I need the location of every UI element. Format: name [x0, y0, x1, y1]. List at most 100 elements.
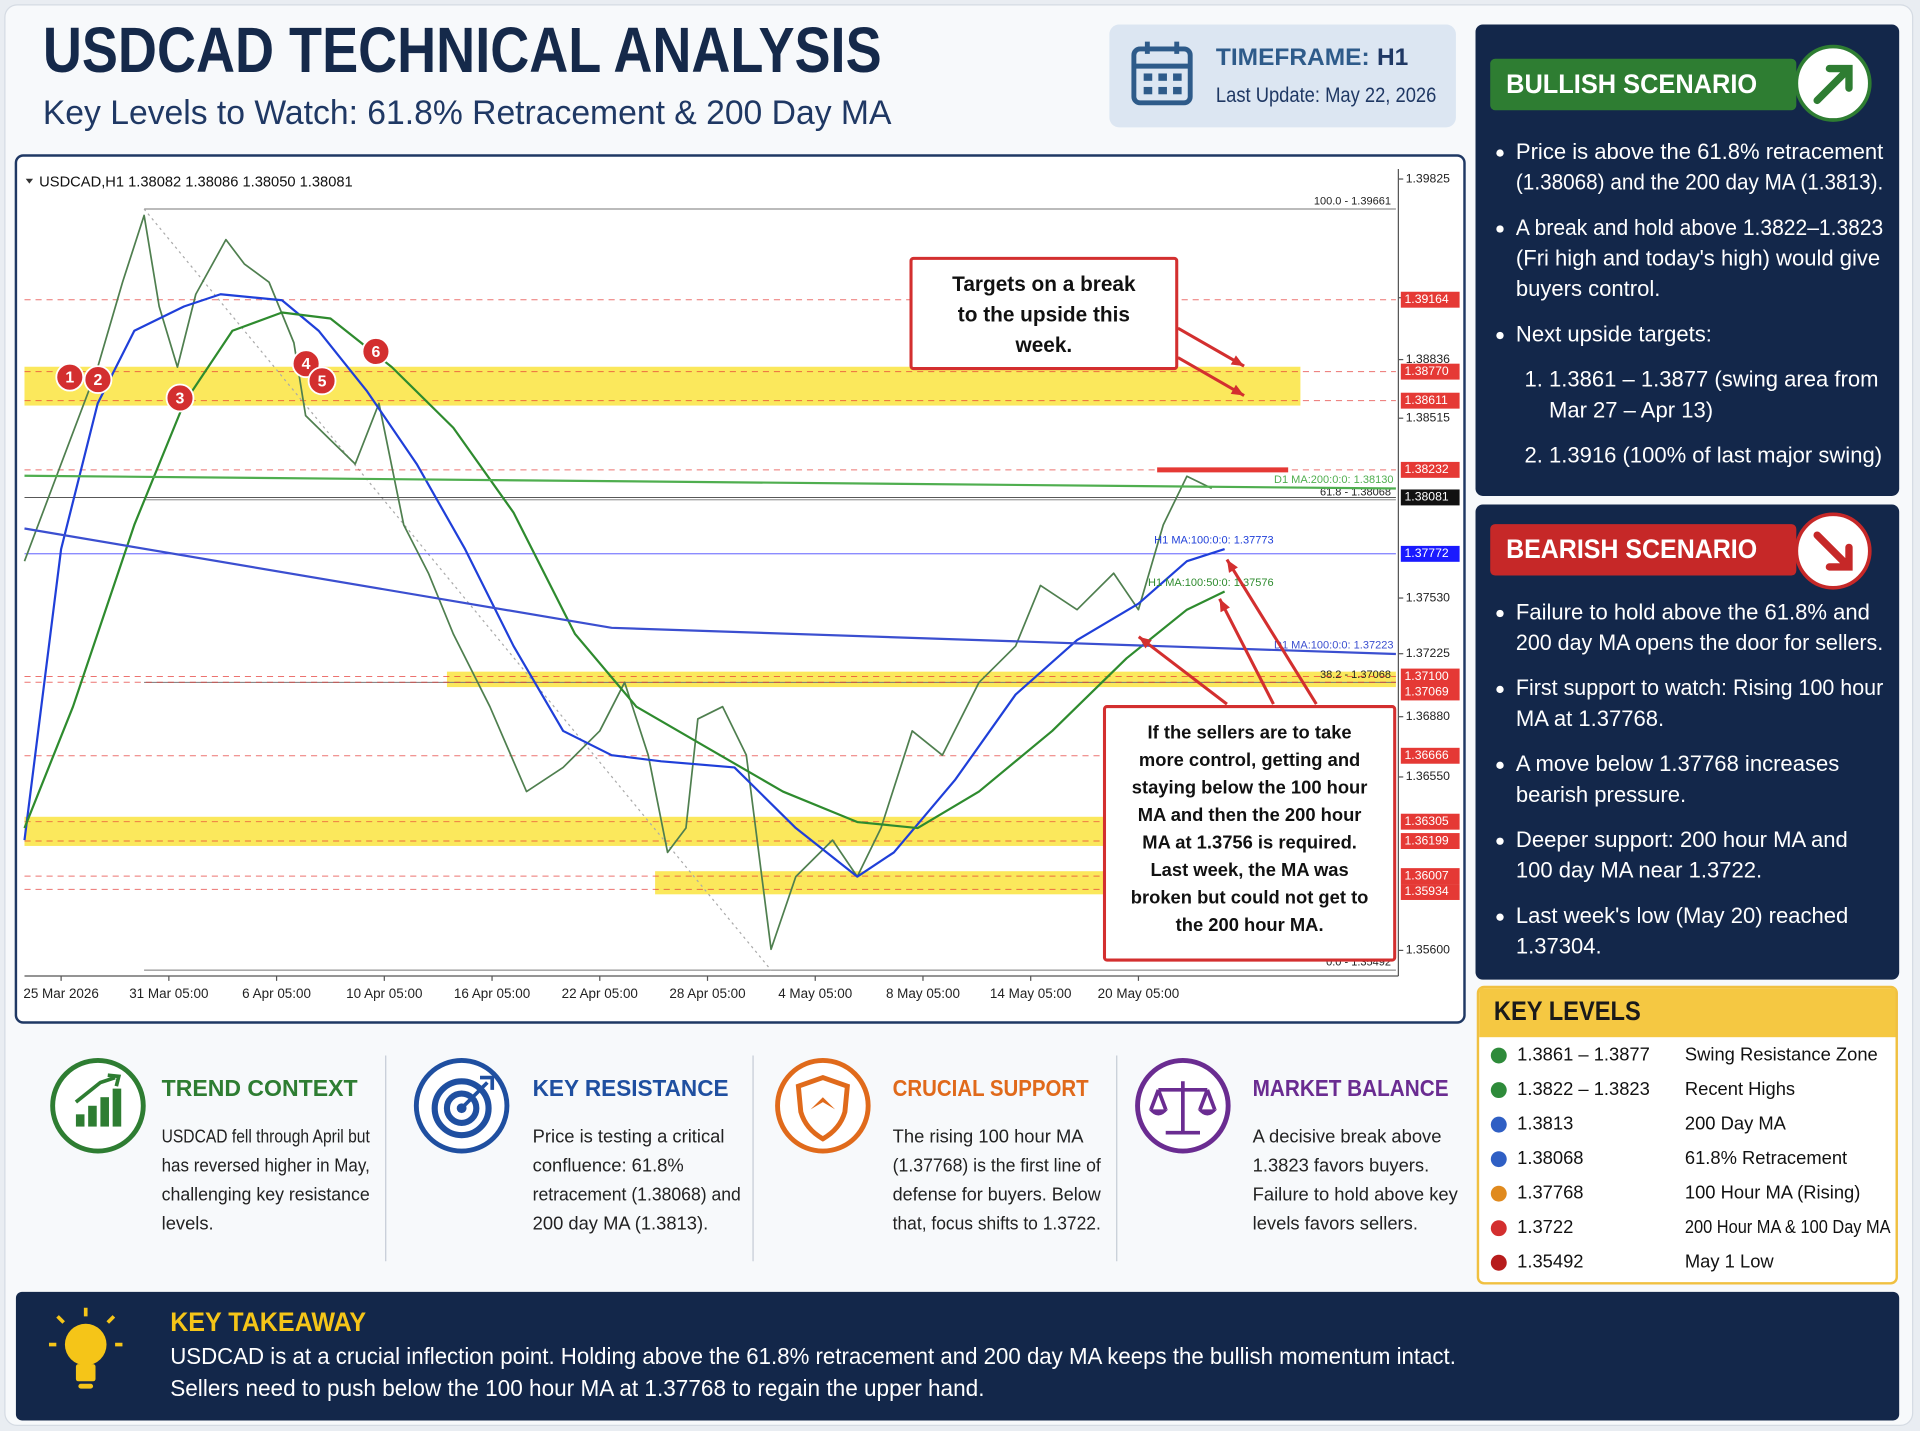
level-tag-label: 1.37772 [1404, 546, 1448, 560]
level-tag-label: 1.36666 [1404, 748, 1448, 762]
shield-icon [775, 1058, 871, 1154]
bullet-text: 1.37304. [1516, 934, 1602, 959]
bullet-dot [1496, 913, 1504, 921]
level-tag [1400, 684, 1460, 701]
bearish-arrow [1813, 531, 1853, 571]
bulb-icon [48, 1307, 123, 1389]
key-level: 1.38068 [1517, 1147, 1583, 1168]
x-tick-label: 25 Mar 2026 [23, 986, 99, 1001]
key-level-label: 200 Day MA [1685, 1112, 1787, 1133]
card-text: confluence: 61.8% [533, 1154, 684, 1175]
card-text: defense for buyers. Below [893, 1183, 1102, 1204]
bullet-text: Failure to hold above the 61.8% and [1516, 599, 1870, 624]
arrow-head [1226, 559, 1238, 573]
marker-label: 1 [65, 370, 74, 387]
annotation-text: to the upside this [958, 303, 1130, 326]
level-tag-label: 1.38232 [1404, 462, 1448, 476]
card-text: USDCAD fell through April but [162, 1125, 370, 1146]
key-level-label: 100 Hour MA (Rising) [1685, 1182, 1860, 1203]
ma-line [24, 527, 1396, 656]
level-zone [446, 671, 1396, 688]
bullet-text: Next upside targets: [1516, 321, 1712, 346]
card-title: MARKET BALANCE [1253, 1075, 1449, 1101]
chart: USDCAD,H1 1.38082 1.38086 1.38050 1.3808… [23, 168, 1460, 1001]
marker-label: 4 [302, 356, 311, 373]
y-tick-label: 1.38515 [1406, 410, 1450, 424]
bullet-text: (Fri high and today's high) would give [1516, 245, 1880, 270]
level-tag [1400, 363, 1460, 380]
annotation-text: MA at 1.3756 is required. [1142, 832, 1357, 853]
bullet-text: 200 day MA opens the door for sellers. [1516, 630, 1883, 655]
takeaway-text: USDCAD is at a crucial inflection point.… [170, 1343, 1456, 1369]
card-text: The rising 100 hour MA [893, 1125, 1085, 1146]
key-level-label: 200 Hour MA & 100 Day MA [1685, 1216, 1891, 1237]
y-tick-label: 1.38836 [1406, 352, 1450, 366]
bullet-text: bearish pressure. [1516, 782, 1686, 807]
level-tag [1400, 392, 1460, 409]
timeframe-label: TIMEFRAME: [1216, 44, 1370, 71]
arrow-head [1230, 384, 1245, 396]
card-text: levels. [162, 1213, 214, 1234]
level-tag-label: 1.35934 [1404, 884, 1448, 898]
key-level: 1.3861 – 1.3877 [1517, 1043, 1650, 1064]
bullet-text: Price is above the 61.8% retracement [1516, 139, 1883, 164]
target-icon [413, 1058, 510, 1154]
bullet-text: MA at 1.37768. [1516, 706, 1664, 731]
level-dot [1490, 1220, 1507, 1237]
level-tag-label: 1.39164 [1404, 292, 1448, 306]
level-tag [1400, 868, 1460, 885]
timeframe-value: H1 [1377, 44, 1408, 71]
annotation-arrow [1225, 558, 1318, 705]
y-tick-label: 1.36880 [1406, 709, 1450, 723]
key-level: 1.3813 [1517, 1112, 1573, 1133]
card-text: (1.37768) is the first line of [893, 1154, 1102, 1175]
bullet-text: (1.38068) and the 200 day MA (1.3813). [1516, 170, 1883, 195]
x-tick-label: 6 Apr 05:00 [242, 986, 311, 1001]
arrow-head [1219, 598, 1230, 613]
fib-label: 61.8 - 1.38068 [1320, 486, 1391, 498]
card-title: CRUCIAL SUPPORT [893, 1075, 1089, 1101]
level-dot [1490, 1082, 1507, 1099]
card-text: levels favors sellers. [1253, 1213, 1418, 1234]
bullet-text: A move below 1.37768 increases [1516, 751, 1839, 776]
level-tag-label: 1.36305 [1404, 814, 1448, 828]
annotation-text: more control, getting and [1139, 749, 1360, 770]
annotation-arrow [1137, 635, 1228, 706]
target-text: 1. 1.3861 – 1.3877 (swing area from [1524, 367, 1878, 392]
annotation-text: MA and then the 200 hour [1138, 804, 1362, 825]
x-tick-label: 31 Mar 05:00 [129, 986, 208, 1001]
title: USDCAD TECHNICAL ANALYSIS [43, 15, 882, 86]
key-level-label: May 1 Low [1685, 1251, 1775, 1272]
level-dot [1490, 1151, 1507, 1168]
bullet-dot [1496, 331, 1504, 340]
takeaway-text: Sellers need to push below the 100 hour … [170, 1375, 984, 1401]
y-tick-label: 1.35600 [1406, 943, 1450, 957]
marker [55, 362, 85, 392]
ma-label: H1 MA:100:0:0: 1.37773 [1154, 534, 1273, 546]
bearish-header [1490, 524, 1797, 576]
ma-line [24, 474, 1396, 490]
marker-label: 2 [94, 372, 103, 389]
card-text: that, focus shifts to 1.3722. [893, 1213, 1101, 1234]
level-dot [1490, 1254, 1507, 1271]
x-tick-label: 20 May 05:00 [1098, 986, 1180, 1001]
bullet-dot [1496, 609, 1504, 618]
marker-label: 6 [371, 344, 380, 361]
arrow-head [1230, 355, 1245, 367]
key-levels-title: KEY LEVELS [1494, 996, 1641, 1026]
annotation-text: If the sellers are to take [1148, 721, 1352, 742]
bullet-text: buyers control. [1516, 276, 1660, 301]
level-tag [1400, 545, 1460, 562]
ma-line [23, 293, 1225, 878]
x-tick-label: 4 May 05:00 [778, 986, 852, 1001]
annotation-arrow [1218, 598, 1275, 705]
bullish-arrow [1813, 64, 1853, 105]
card-text: 1.3823 favors buyers. [1253, 1154, 1430, 1175]
chart-title: USDCAD,H1 1.38082 1.38086 1.38050 1.3808… [39, 174, 353, 190]
last-update: Last Update: May 22, 2026 [1216, 84, 1436, 107]
level-tag [1400, 489, 1460, 506]
card-text: Price is testing a critical [533, 1125, 725, 1146]
bearish-panel [1475, 504, 1900, 980]
